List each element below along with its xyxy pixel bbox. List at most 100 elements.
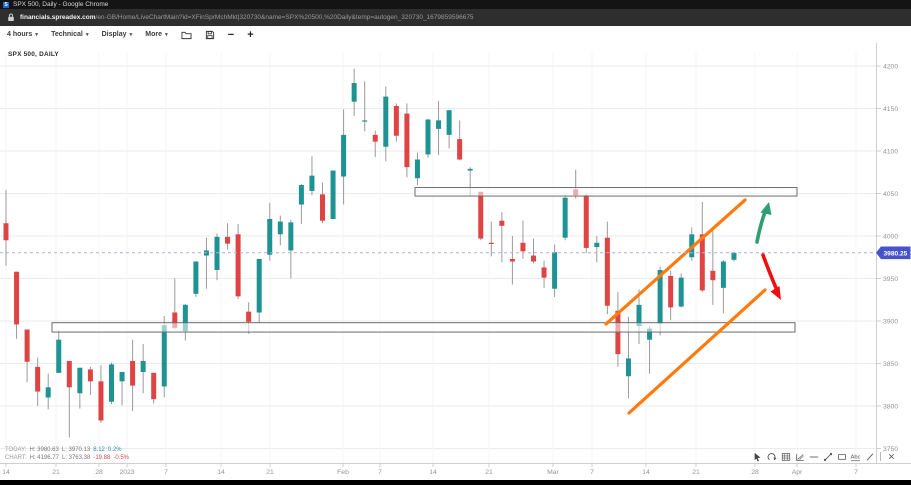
candle-up (330, 170, 336, 219)
down-arrow-head-icon (770, 286, 781, 300)
candle-up (161, 325, 167, 387)
grid-tool-button[interactable] (780, 451, 791, 462)
x-tick-label: 21 (485, 469, 493, 476)
candle-down (509, 258, 515, 262)
candle-down (24, 329, 30, 362)
redo-tool-button[interactable] (766, 451, 777, 462)
zoom-in-button[interactable]: + (247, 28, 254, 41)
menu-display-label: Display (101, 31, 127, 38)
text-tool-button[interactable]: Abc (850, 451, 861, 462)
candle-down (541, 267, 547, 278)
ray-line-icon (866, 452, 873, 461)
redo-arrow-icon (767, 452, 776, 460)
menu-interval[interactable]: 4 hours ▾ (7, 31, 38, 38)
lock-icon (8, 13, 14, 21)
rect-tool-button[interactable] (836, 451, 847, 462)
save-chart-button[interactable] (205, 30, 215, 40)
candle-up (56, 339, 62, 373)
ray-tool-button[interactable] (864, 451, 875, 462)
candle-up (256, 258, 262, 313)
candle-up (277, 221, 283, 235)
candle-up (119, 372, 125, 382)
spreadex-favicon-icon: S (3, 1, 9, 8)
zoom-out-button[interactable]: − (227, 28, 235, 41)
support-zone-rect (51, 322, 796, 333)
x-tick-label: 14 (429, 469, 437, 476)
hline-tool-button[interactable] (808, 451, 819, 462)
candle-up (678, 277, 684, 307)
x-tick-label: 7 (164, 469, 168, 476)
browser-tab[interactable]: S SPX 500, Daily - Google Chrome (0, 0, 108, 9)
delete-x-icon (888, 453, 895, 460)
y-tick-label: 3850 (883, 361, 898, 368)
x-tick-label: 7 (378, 469, 382, 476)
up-arrow-head-icon (760, 202, 772, 215)
menu-technical[interactable]: Technical ▾ (51, 31, 89, 38)
candle-up (383, 96, 389, 147)
price-tag (876, 246, 911, 260)
line-tool-button[interactable] (822, 451, 833, 462)
candle-up (436, 120, 442, 129)
y-tick-label: 3800 (883, 403, 898, 410)
browser-tab-bar: S SPX 500, Daily - Google Chrome (0, 0, 911, 9)
candle-up (298, 185, 304, 205)
x-tick-label: 28 (751, 469, 759, 476)
candle-up (182, 304, 188, 332)
delete-tool-button[interactable] (886, 451, 897, 462)
browser-address-bar[interactable]: financials.spreadex.com/en-GB/Home/LiveC… (0, 9, 911, 26)
chart-toolbar: 4 hours ▾ Technical ▾ Display ▾ More ▾ (0, 26, 911, 44)
channel-lower-line (627, 288, 767, 415)
legend-high-label: H: (29, 455, 36, 461)
candle-down (246, 311, 252, 322)
caret-down-icon: ▾ (85, 31, 89, 38)
candle-up (636, 304, 642, 327)
tab-title: SPX 500, Daily - Google Chrome (13, 1, 109, 8)
candle-up (193, 261, 199, 294)
candle-down (393, 105, 399, 136)
legend-chart-low: 3763.38 (68, 455, 91, 461)
menu-more[interactable]: More ▾ (145, 31, 168, 38)
svg-text:Abc: Abc (851, 454, 861, 460)
candle-down (225, 236, 231, 244)
y-tick-label: 4200 (883, 63, 898, 70)
x-tick-label: 7 (854, 469, 858, 476)
candle-down (583, 195, 589, 248)
diagonal-line-icon (823, 452, 832, 461)
horizontal-line-icon (809, 456, 818, 457)
candle-up (425, 119, 431, 155)
x-tick-label: 14 (2, 469, 10, 476)
y-tick-label: 3750 (883, 446, 898, 453)
candle-up (552, 252, 558, 289)
x-tick-label: 14 (642, 469, 650, 476)
candle-down (499, 220, 505, 226)
price-chart-canvas[interactable]: 4200 4150 4100 4050 4000 3950 3900 3850 3800 3750… (0, 43, 911, 480)
legend-today-change: 8.12 (93, 447, 105, 453)
x-tick-label: 21 (266, 469, 274, 476)
candle-up (362, 120, 368, 122)
channel-upper-line (604, 198, 747, 326)
candle-up (341, 134, 347, 177)
legend-chart-row: CHART: H: 4196.77 L: 3763.38 -19.88 -0.5% (5, 454, 132, 462)
candle-up (309, 175, 315, 191)
price-tag-label: 3980.25 (884, 250, 908, 257)
candle-up (288, 222, 294, 251)
open-chart-button[interactable] (181, 30, 192, 40)
candle-down (531, 255, 536, 262)
candle-up (467, 168, 473, 171)
candle-down (710, 270, 716, 281)
candle-down (699, 234, 705, 291)
x-tick-label: Feb (337, 469, 349, 476)
candle-down (488, 242, 494, 244)
pointer-tool-button[interactable] (752, 451, 763, 462)
candle-up (414, 159, 420, 179)
x-tick-label: 21 (692, 469, 700, 476)
x-tick-label: 14 (217, 469, 225, 476)
trend-tool-button[interactable] (794, 451, 805, 462)
candle-up (731, 252, 737, 260)
legend-today-label: TODAY: (5, 447, 27, 453)
candle-up (351, 83, 357, 102)
y-tick-label: 3950 (883, 276, 898, 283)
menu-display[interactable]: Display ▾ (102, 31, 133, 38)
candle-up (446, 110, 452, 135)
